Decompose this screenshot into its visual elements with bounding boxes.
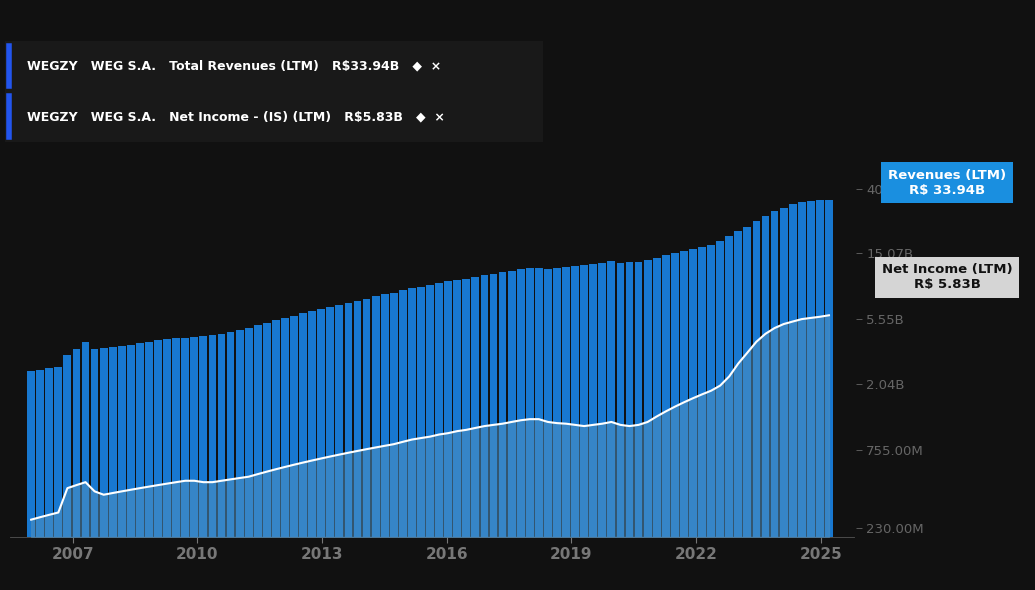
Bar xyxy=(181,337,189,590)
Bar xyxy=(544,269,552,590)
Bar xyxy=(634,261,643,590)
Bar xyxy=(118,346,125,590)
Bar xyxy=(282,318,289,590)
Bar xyxy=(91,349,98,590)
Bar xyxy=(499,272,506,590)
Bar xyxy=(689,249,697,590)
Bar xyxy=(55,367,62,590)
Bar xyxy=(617,263,624,590)
Bar xyxy=(608,261,615,590)
Bar xyxy=(516,269,525,590)
Bar xyxy=(318,309,325,590)
Bar xyxy=(154,340,161,590)
Text: WEGZY   WEG S.A.   Net Income - (IS) (LTM)   R$5.83B   ◆  ×: WEGZY WEG S.A. Net Income - (IS) (LTM) R… xyxy=(27,110,445,123)
Bar xyxy=(335,305,344,590)
Bar xyxy=(508,271,515,590)
Bar xyxy=(680,251,688,590)
Bar xyxy=(535,268,542,590)
Bar xyxy=(272,320,279,590)
Bar xyxy=(299,313,307,590)
Bar xyxy=(762,216,769,590)
Bar xyxy=(644,260,651,590)
Bar xyxy=(36,369,45,590)
Bar xyxy=(589,264,597,590)
Bar xyxy=(553,268,561,590)
Bar xyxy=(480,275,489,590)
Bar xyxy=(825,199,833,590)
Bar xyxy=(490,274,498,590)
Bar xyxy=(444,281,452,590)
Bar xyxy=(463,278,470,590)
Bar xyxy=(136,343,144,590)
Bar xyxy=(46,368,53,590)
Bar xyxy=(263,323,271,590)
Bar xyxy=(472,277,479,590)
Bar xyxy=(172,339,180,590)
Bar xyxy=(716,241,724,590)
Bar xyxy=(435,283,443,590)
Bar xyxy=(707,245,715,590)
Bar xyxy=(526,268,534,590)
Bar xyxy=(789,204,797,590)
Bar xyxy=(771,211,778,590)
Bar xyxy=(254,325,262,590)
Bar xyxy=(290,316,298,590)
Bar xyxy=(417,287,424,590)
Bar xyxy=(145,342,153,590)
Bar xyxy=(671,253,679,590)
Bar xyxy=(99,348,108,590)
Bar xyxy=(426,286,434,590)
Bar xyxy=(63,355,71,590)
Bar xyxy=(164,339,171,590)
Bar xyxy=(735,231,742,590)
Text: Revenues (LTM)
R$ 33.94B: Revenues (LTM) R$ 33.94B xyxy=(888,169,1006,197)
Bar xyxy=(408,289,416,590)
Bar xyxy=(625,262,633,590)
Bar xyxy=(208,335,216,590)
Bar xyxy=(227,332,235,590)
Bar xyxy=(109,347,117,590)
Bar xyxy=(390,293,397,590)
Bar xyxy=(82,342,89,590)
Bar xyxy=(453,280,462,590)
Bar xyxy=(661,255,670,590)
Bar xyxy=(726,236,733,590)
Bar xyxy=(816,201,824,590)
Bar xyxy=(326,307,334,590)
Bar xyxy=(743,227,751,590)
Bar xyxy=(217,334,226,590)
Bar xyxy=(581,265,588,590)
Bar xyxy=(190,337,199,590)
Bar xyxy=(779,208,788,590)
Bar xyxy=(127,345,135,590)
Bar xyxy=(653,258,660,590)
Bar xyxy=(699,247,706,590)
Bar xyxy=(72,349,81,590)
Bar xyxy=(245,328,253,590)
Bar xyxy=(598,263,607,590)
Bar xyxy=(798,202,805,590)
Bar xyxy=(27,371,35,590)
Bar xyxy=(308,312,316,590)
Bar xyxy=(398,290,407,590)
Bar xyxy=(362,299,371,590)
Bar xyxy=(236,330,243,590)
Bar xyxy=(807,201,815,590)
Bar xyxy=(200,336,207,590)
Text: Net Income (LTM)
R$ 5.83B: Net Income (LTM) R$ 5.83B xyxy=(882,263,1012,291)
Bar xyxy=(372,296,380,590)
Bar xyxy=(571,266,579,590)
Text: WEGZY   WEG S.A.   Total Revenues (LTM)   R$33.94B   ◆  ×: WEGZY WEG S.A. Total Revenues (LTM) R$33… xyxy=(27,60,441,73)
Bar xyxy=(381,294,388,590)
Bar xyxy=(345,303,352,590)
Bar xyxy=(562,267,570,590)
Bar xyxy=(752,221,761,590)
Bar xyxy=(354,301,361,590)
